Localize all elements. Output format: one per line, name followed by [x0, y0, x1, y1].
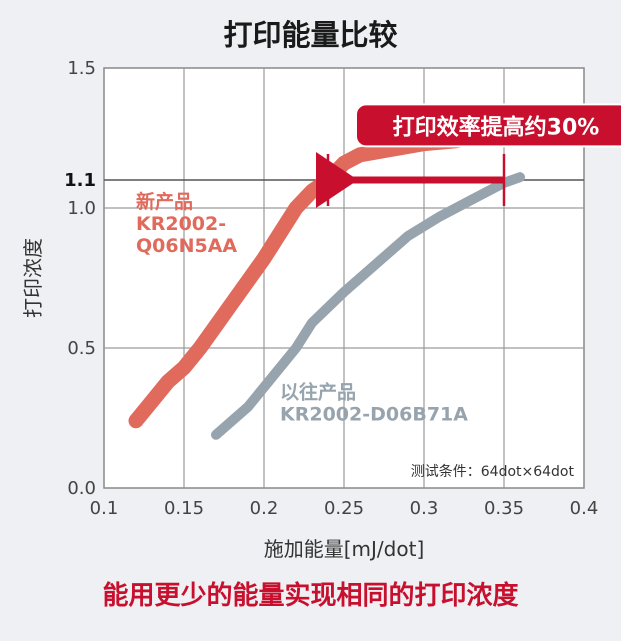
y-axis-label: 打印浓度	[21, 238, 45, 318]
x-tick-label: 0.35	[484, 498, 524, 519]
x-tick-label: 0.3	[410, 498, 439, 519]
x-axis-label: 施加能量[mJ/dot]	[264, 537, 425, 561]
y-tick-label: 1.1	[64, 170, 96, 191]
y-tick-label: 1.5	[67, 58, 96, 79]
x-tick-label: 0.15	[164, 498, 204, 519]
previous-product-line	[211, 172, 525, 440]
efficiency-badge-text: 打印效率提高约30%	[393, 114, 600, 140]
x-tick-label: 0.25	[324, 498, 364, 519]
test-condition-note: 测试条件：64dot×64dot	[411, 463, 575, 480]
x-tick-label: 0.4	[570, 498, 599, 519]
y-tick-label: 1.0	[67, 198, 96, 219]
new-product-line	[128, 124, 496, 429]
chart-title: 打印能量比较	[223, 18, 398, 52]
x-tick-label: 0.2	[250, 498, 279, 519]
series-lines: 新产品 KR2002-Q06N5AA 以往产品 KR2002-D06B71A	[128, 124, 525, 440]
efficiency-badge	[355, 103, 621, 148]
y-tick-label: 0.5	[67, 338, 96, 359]
new-product-label: 新产品 KR2002-Q06N5AA	[136, 190, 237, 257]
previous-product-label: 以往产品 KR2002-D06B71A	[280, 380, 468, 425]
footer-tagline: 能用更少的能量实现相同的打印浓度	[102, 581, 519, 611]
y-tick-label: 0.0	[67, 478, 96, 499]
x-tick-label: 0.1	[90, 498, 119, 519]
efficiency-annotation: 打印效率提高约30%	[316, 103, 621, 208]
tick-labels: 0.1 0.15 0.2 0.25 0.3 0.35 0.4 0.0 0.5 1.0 1.1 1.5	[64, 58, 598, 519]
